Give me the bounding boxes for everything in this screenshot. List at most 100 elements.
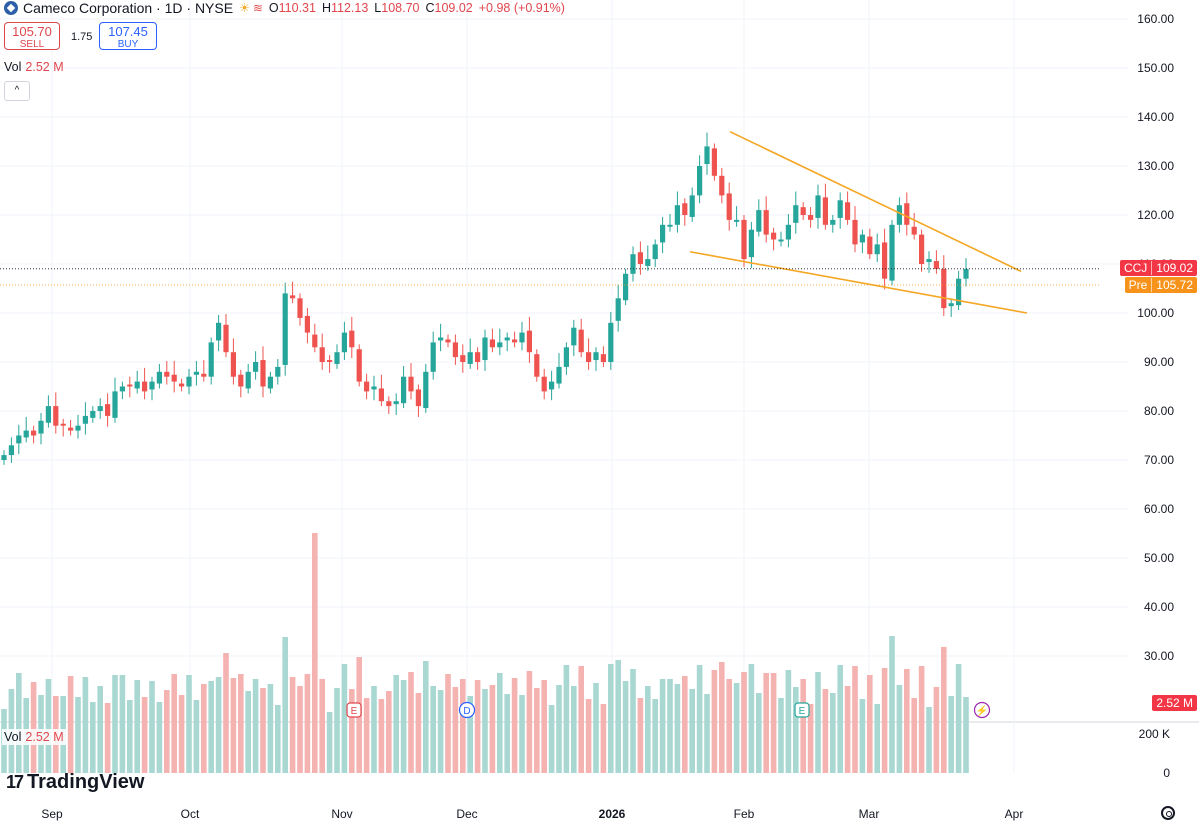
volume-bar	[326, 712, 333, 773]
candle-body	[837, 200, 843, 218]
candle-body	[171, 374, 177, 382]
candle-body	[75, 425, 81, 431]
candle-body	[756, 210, 762, 232]
candle-body	[327, 360, 333, 362]
volume-bar	[815, 672, 821, 773]
volume-bar	[156, 702, 163, 773]
volume-bar	[785, 670, 792, 773]
candle-body	[364, 381, 370, 392]
y-tick-label: 40.00	[1144, 600, 1174, 614]
volume-bar	[748, 664, 755, 773]
volume-bar	[852, 666, 858, 773]
tradingview-logo[interactable]: 17 TradingView	[6, 771, 145, 793]
volume-bar	[941, 647, 947, 773]
volume-value-label: 2.52 M	[1152, 695, 1197, 711]
candle-body	[882, 242, 888, 279]
volume-bar	[778, 698, 784, 773]
candle-body	[630, 254, 636, 274]
candle-body	[763, 210, 769, 235]
volume-bar	[312, 533, 318, 773]
volume-bar	[141, 697, 148, 773]
candle-body	[889, 224, 895, 281]
volume-bar	[386, 691, 392, 773]
volume-bar	[763, 673, 769, 773]
candle-body	[771, 232, 777, 240]
sell-label: SELL	[19, 39, 45, 50]
volume-bar	[504, 694, 510, 773]
event-marker	[346, 702, 362, 718]
volume-bar	[304, 674, 311, 773]
buy-button[interactable]: 107.45 BUY	[99, 22, 157, 50]
volume-bar	[437, 690, 444, 773]
symbol-title[interactable]: Cameco Corporation · 1D · NYSE	[23, 0, 234, 16]
candle-body	[415, 389, 421, 407]
volume-bar	[178, 695, 185, 773]
volume-bar	[104, 703, 111, 773]
volume-bar	[341, 664, 348, 773]
volume-bar	[252, 679, 259, 773]
volume-bar	[393, 675, 399, 773]
candle-body	[82, 415, 88, 424]
candle-body	[674, 205, 680, 225]
volume-bar	[297, 686, 303, 773]
volume-bar	[16, 673, 22, 773]
event-marker	[794, 702, 810, 718]
volume-bar	[652, 699, 658, 773]
volume-bar	[867, 675, 873, 773]
candle-body	[230, 352, 236, 377]
candle-body	[512, 339, 518, 343]
candle-body	[53, 406, 59, 426]
volume-bar	[918, 666, 925, 773]
volume-bar	[571, 686, 577, 773]
candle-body	[904, 203, 910, 225]
volume-bar	[97, 686, 103, 773]
ohlc-close: C109.02	[425, 1, 473, 15]
candle-body	[304, 315, 310, 333]
chart-header: Cameco Corporation · 1D · NYSE ☀ ≋ O110.3…	[4, 0, 571, 16]
volume-bar	[948, 696, 954, 773]
volume-bar	[696, 665, 703, 773]
candle-body	[334, 352, 340, 364]
volume-bar	[363, 698, 370, 773]
candle-body	[164, 371, 170, 377]
volume-bar	[90, 702, 96, 773]
volume-bar	[622, 681, 629, 773]
candle-body	[312, 334, 318, 348]
candle-body	[682, 203, 688, 215]
gear-icon[interactable]	[1161, 806, 1175, 820]
volume-bar	[719, 662, 725, 773]
event-marker-label: D	[463, 706, 470, 717]
candle-body	[186, 376, 192, 387]
y-tick-label: 80.00	[1144, 404, 1174, 418]
candle-body	[475, 352, 481, 362]
candle-body	[660, 224, 666, 243]
volume-bar	[659, 679, 666, 773]
sell-button[interactable]: 105.70 SELL	[4, 22, 60, 50]
candle-body	[556, 366, 562, 384]
candle-body	[830, 219, 836, 225]
volume-bar	[45, 679, 52, 773]
candle-body	[637, 252, 643, 264]
ohlc-change: +0.98 (+0.91%)	[478, 1, 565, 15]
volume-bar	[800, 679, 806, 773]
candle-body	[859, 234, 865, 243]
candle-body	[408, 376, 414, 392]
volume-bar	[830, 693, 836, 773]
candle-body	[290, 295, 296, 299]
candle-body	[593, 352, 599, 361]
collapse-legend-button[interactable]: ^	[4, 81, 30, 101]
candle-body	[948, 303, 954, 307]
volume-bar	[171, 674, 177, 773]
candle-body	[541, 376, 547, 392]
market-status-icons[interactable]: ☀ ≋	[239, 1, 263, 15]
candle-body	[941, 268, 947, 309]
candle-body	[223, 324, 229, 353]
volume-bar	[164, 690, 170, 773]
volume-legend[interactable]: Vol 2.52 M	[2, 729, 66, 745]
candle-body	[867, 236, 873, 255]
volume-bar	[467, 696, 473, 773]
volume-bar	[208, 681, 214, 773]
candle-body	[97, 406, 103, 411]
volume-bar	[563, 665, 570, 773]
